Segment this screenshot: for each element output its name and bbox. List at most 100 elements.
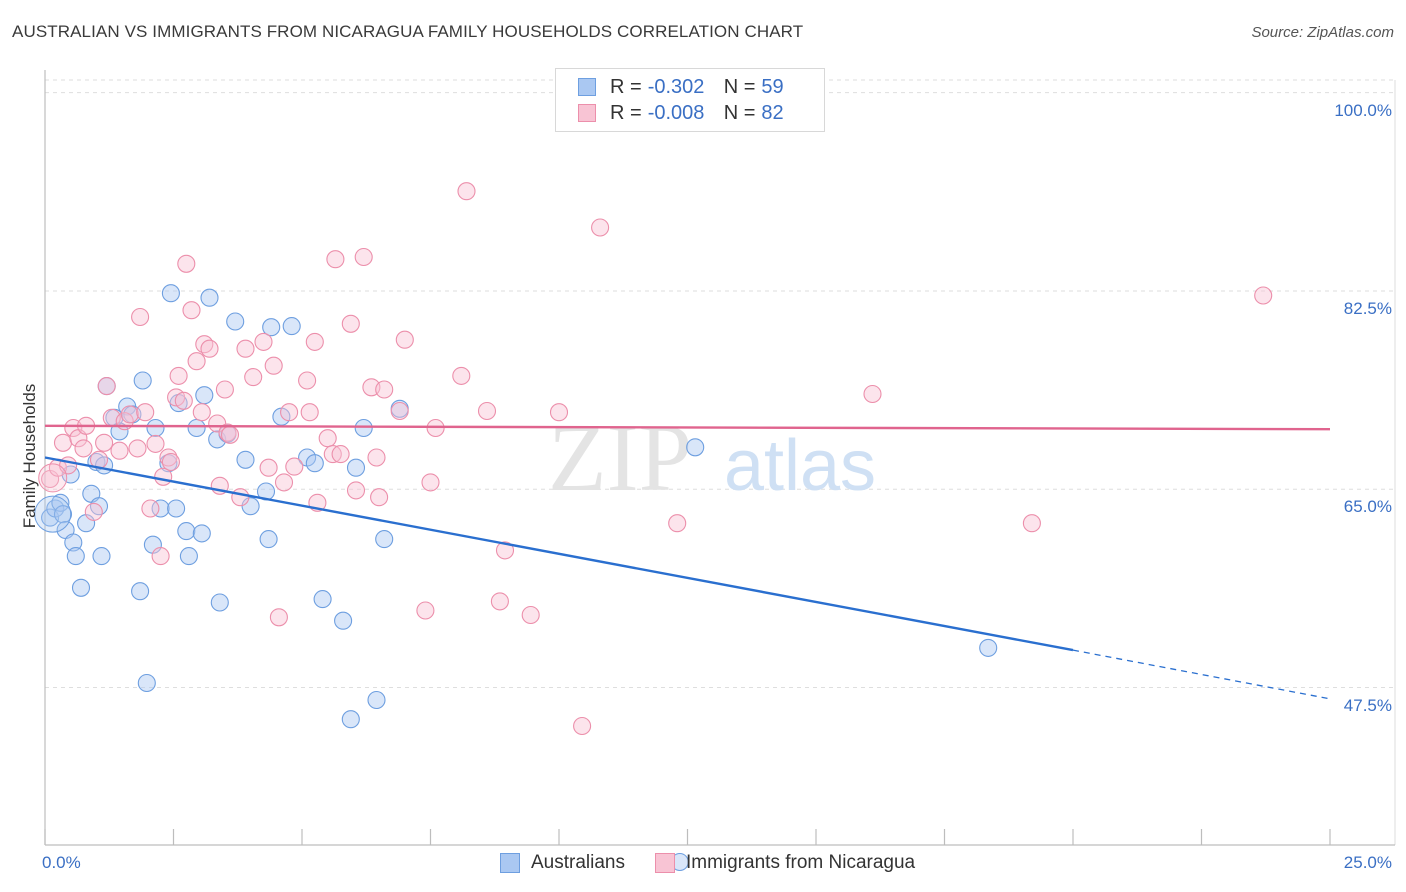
point-nicaragua (192, 403, 211, 422)
point-nicaragua (457, 182, 476, 201)
trend-lines (44, 424, 1331, 700)
point-nicaragua (323, 445, 342, 464)
point-australians (131, 582, 150, 601)
point-australians (375, 530, 394, 549)
point-australians (686, 438, 705, 457)
y-tick-label: 100.0% (1334, 100, 1392, 120)
point-australians (334, 611, 353, 630)
point-nicaragua (354, 247, 373, 267)
y-tick-label: 65.0% (1343, 497, 1392, 517)
point-nicaragua (1254, 286, 1273, 305)
point-nicaragua (326, 250, 345, 269)
point-nicaragua (521, 605, 540, 625)
y-tick-label: 82.5% (1343, 298, 1392, 318)
point-nicaragua (84, 502, 103, 521)
point-nicaragua (274, 473, 294, 492)
point-nicaragua (300, 403, 319, 422)
series-legend-nicaragua: Immigrants from Nicaragua (655, 852, 915, 874)
point-australians (241, 497, 260, 516)
point-australians (89, 497, 109, 516)
point-nicaragua (591, 218, 610, 237)
series-swatch-nicaragua (655, 853, 675, 873)
data-points (34, 182, 1273, 872)
point-australians (34, 495, 72, 533)
series-legend-australians: Australians (500, 852, 625, 874)
point-nicaragua (141, 499, 160, 518)
point-australians (200, 288, 219, 307)
point-australians (354, 418, 373, 438)
point-nicaragua (573, 716, 592, 736)
point-australians (137, 673, 156, 693)
point-nicaragua (285, 457, 304, 476)
point-nicaragua (97, 377, 116, 396)
point-nicaragua (218, 423, 237, 442)
point-nicaragua (346, 481, 366, 500)
point-nicaragua (208, 414, 227, 433)
point-australians (259, 530, 278, 549)
point-australians (64, 533, 83, 552)
x-tick-label-min: 0.0% (42, 853, 81, 872)
point-australians (151, 499, 170, 518)
point-australians (282, 317, 301, 336)
legend-swatch-australians (578, 78, 596, 96)
legend-r-value-nicaragua: -0.008 (647, 101, 705, 124)
axes (44, 70, 1395, 846)
point-nicaragua (477, 401, 497, 421)
series-legend: Australians Immigrants from Nicaragua (500, 852, 945, 874)
series-name-nicaragua: Immigrants from Nicaragua (686, 852, 916, 873)
point-nicaragua (95, 433, 114, 452)
series-name-australians: Australians (531, 852, 625, 873)
point-nicaragua (38, 463, 68, 493)
point-nicaragua (182, 301, 201, 320)
point-australians (210, 593, 229, 612)
point-nicaragua (452, 366, 471, 385)
point-nicaragua (174, 391, 193, 410)
point-nicaragua (120, 405, 139, 424)
point-australians (195, 386, 214, 405)
legend-r-value-australians: -0.302 (647, 75, 705, 98)
point-nicaragua (367, 448, 386, 467)
point-nicaragua (416, 601, 435, 620)
point-nicaragua (220, 425, 240, 444)
source-credit: Source: ZipAtlas.com (1251, 24, 1394, 41)
point-australians (167, 499, 186, 518)
point-nicaragua (269, 608, 288, 627)
watermark-atlas: atlas (724, 426, 876, 506)
point-nicaragua (549, 403, 569, 422)
point-nicaragua (200, 339, 219, 358)
point-nicaragua (375, 380, 394, 399)
point-nicaragua (254, 332, 273, 351)
point-nicaragua (390, 401, 409, 421)
point-australians (71, 578, 91, 597)
trend-line-australians (44, 456, 1074, 652)
point-australians (177, 522, 196, 541)
watermark-zip: ZIP (548, 404, 692, 511)
point-nicaragua (341, 314, 360, 333)
watermark: ZIP atlas (548, 404, 876, 511)
point-nicaragua (370, 488, 389, 507)
point-nicaragua (298, 371, 317, 390)
point-nicaragua (863, 384, 882, 404)
point-australians (92, 547, 111, 566)
point-australians (262, 318, 281, 337)
point-nicaragua (151, 547, 170, 566)
point-nicaragua (169, 366, 188, 385)
series-swatch-australians (500, 853, 520, 873)
trend-line-australians-extension (1072, 649, 1331, 700)
point-nicaragua (53, 433, 73, 452)
point-australians (179, 547, 198, 566)
legend-n-value-australians: 59 (761, 75, 784, 98)
point-australians (341, 710, 360, 729)
point-australians (346, 458, 366, 477)
point-nicaragua (146, 434, 165, 453)
point-nicaragua (668, 514, 687, 533)
point-australians (367, 690, 386, 710)
point-australians (146, 418, 165, 438)
y-tick-label: 47.5% (1343, 695, 1392, 715)
point-nicaragua (259, 458, 278, 477)
point-nicaragua (136, 403, 155, 422)
point-nicaragua (490, 592, 509, 611)
legend-r-label: R = (610, 75, 642, 98)
point-australians (313, 590, 332, 609)
